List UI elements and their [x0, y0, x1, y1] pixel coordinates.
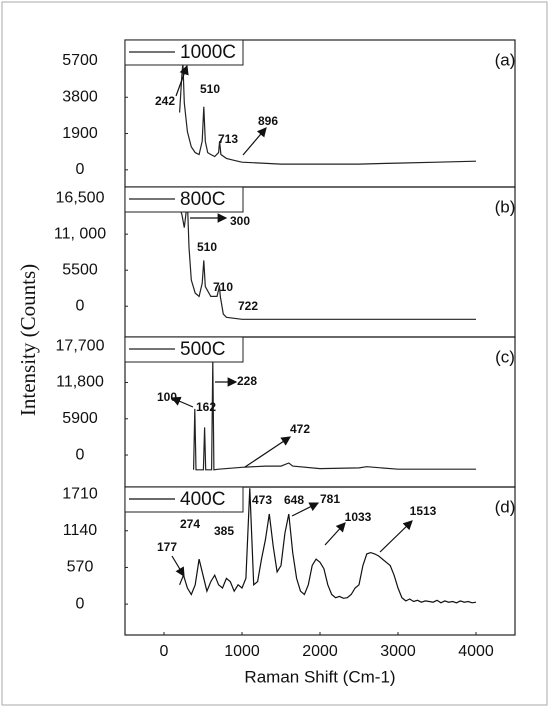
- peak-arrow: [324, 522, 346, 546]
- peak-label: 162: [196, 400, 216, 414]
- peak-label: 300: [230, 214, 250, 228]
- x-tick-label: 1000: [224, 643, 260, 660]
- peak-label: 648: [284, 493, 304, 507]
- y-tick-label: 0: [76, 595, 85, 612]
- y-tick-label: 1900: [62, 125, 98, 142]
- x-tick-label: 2000: [302, 643, 338, 660]
- panel-label: (d): [495, 497, 516, 516]
- y-tick-label: 3800: [62, 88, 98, 105]
- legend-label: 500C: [180, 339, 225, 360]
- spectrum-line: [193, 359, 476, 471]
- x-tick-label: 4000: [458, 643, 494, 660]
- panel-label: (c): [495, 347, 515, 366]
- y-axis-title: Intensity (Counts): [16, 264, 40, 416]
- spectrum-line: [179, 62, 477, 165]
- x-tick-label: 3000: [380, 643, 416, 660]
- panel-label: (a): [495, 50, 516, 69]
- peak-label: 472: [290, 422, 310, 436]
- peak-label: 510: [197, 240, 217, 254]
- y-tick-label: 5500: [62, 261, 98, 278]
- y-tick-label: 1140: [63, 522, 98, 539]
- y-tick-label: 570: [67, 559, 94, 576]
- peak-label: 177: [157, 540, 177, 554]
- peak-label: 713: [218, 132, 238, 146]
- y-tick-label: 11, 000: [54, 225, 106, 242]
- y-tick-label: 16,500: [56, 189, 105, 206]
- peak-label: 274: [180, 517, 200, 531]
- peak-label: 1513: [410, 504, 437, 518]
- peak-label: 473: [252, 493, 272, 507]
- y-tick-label: 0: [76, 161, 85, 178]
- peak-label: 510: [200, 82, 220, 96]
- y-tick-label: 0: [76, 446, 85, 463]
- peak-arrow: [170, 396, 194, 408]
- peak-arrow: [244, 436, 291, 468]
- spectrum-line: [179, 488, 477, 604]
- y-tick-label: 17,700: [56, 337, 105, 354]
- y-tick-label: 5900: [62, 410, 98, 427]
- legend-label: 1000C: [180, 42, 236, 63]
- y-tick-label: 5700: [62, 52, 98, 69]
- peak-label: 100: [157, 390, 177, 404]
- y-tick-label: 0: [76, 297, 85, 314]
- x-axis-title: Raman Shift (Cm-1): [244, 667, 395, 686]
- peak-label: 228: [237, 374, 257, 388]
- legend-label: 400C: [180, 489, 225, 510]
- peak-label: 722: [238, 299, 258, 313]
- peak-label: 385: [214, 524, 234, 538]
- x-tick-label: 0: [160, 643, 169, 660]
- y-tick-label: 1710: [62, 485, 98, 502]
- peak-arrow: [291, 502, 320, 517]
- peak-label: 781: [320, 492, 340, 506]
- peak-label: 242: [155, 94, 175, 108]
- spectrum-line: [179, 201, 476, 320]
- panel-label: (b): [495, 197, 516, 216]
- y-tick-label: 11,800: [56, 374, 104, 391]
- peak-arrow: [242, 127, 267, 156]
- peak-label: 1033: [345, 510, 372, 524]
- peak-label: 710: [213, 280, 233, 294]
- peak-label: 896: [258, 114, 278, 128]
- peak-arrow: [175, 64, 189, 97]
- peak-arrow: [171, 555, 185, 578]
- legend-label: 800C: [180, 189, 225, 210]
- peak-arrow: [379, 520, 413, 553]
